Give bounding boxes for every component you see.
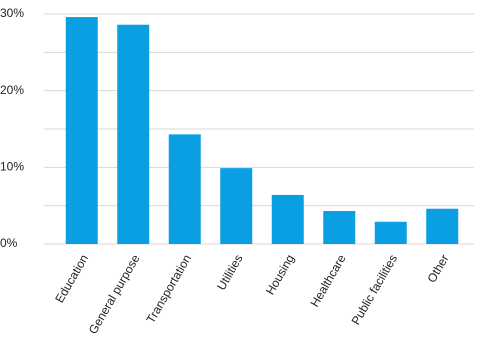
x-tick-label: General purpose (86, 252, 143, 337)
y-tick-label: 30% (0, 6, 24, 20)
bar (220, 168, 253, 244)
bar (65, 17, 98, 244)
bar (426, 208, 459, 244)
x-tick-label: Other (424, 252, 451, 285)
x-tick-label: Healthcare (307, 252, 348, 310)
bar (168, 134, 201, 244)
y-tick-label: 0% (0, 236, 18, 250)
x-tick-label: Transportation (144, 252, 195, 326)
x-tick-label: Public facilities (349, 252, 400, 327)
y-tick-label: 20% (0, 83, 24, 97)
bar (374, 221, 407, 244)
x-tick-label: Utilities (214, 252, 245, 292)
x-tick-label: Education (52, 252, 91, 305)
bar (117, 24, 150, 244)
x-tick-label: Housing (263, 252, 297, 297)
bar (323, 211, 356, 244)
bar (271, 194, 304, 244)
y-tick-label: 10% (0, 160, 24, 174)
